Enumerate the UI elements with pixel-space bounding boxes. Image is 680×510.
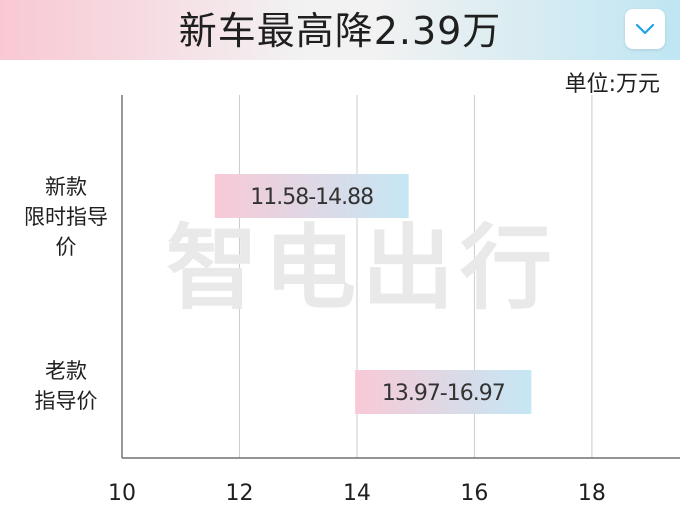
title-banner — [0, 0, 680, 60]
chevron-down-icon — [635, 23, 655, 35]
range-bar-label: 13.97-16.97 — [382, 381, 505, 406]
category-label-line: 新款 — [45, 175, 87, 199]
category-label-line: 限时指导价 — [24, 205, 108, 259]
range-bar-label: 11.58-14.88 — [250, 185, 373, 210]
category-label-line: 指导价 — [34, 389, 98, 413]
watermark: 智电出行 — [166, 215, 558, 322]
range-bar — [355, 370, 532, 414]
x-tick-label: 12 — [225, 481, 253, 506]
range-bar — [214, 174, 409, 218]
x-tick-label: 16 — [460, 481, 488, 506]
unit-label: 单位:万元 — [564, 72, 660, 97]
category-label-new: 新款 限时指导价 — [14, 172, 118, 262]
chart-title: 新车最高降2.39万 — [178, 9, 502, 53]
x-tick-label: 14 — [343, 481, 371, 506]
x-tick-label: 18 — [578, 481, 606, 506]
x-tick-label: 10 — [108, 481, 136, 506]
category-label-old: 老款 指导价 — [14, 356, 118, 416]
category-label-line: 老款 — [45, 359, 87, 383]
dropdown-button[interactable] — [625, 9, 665, 49]
